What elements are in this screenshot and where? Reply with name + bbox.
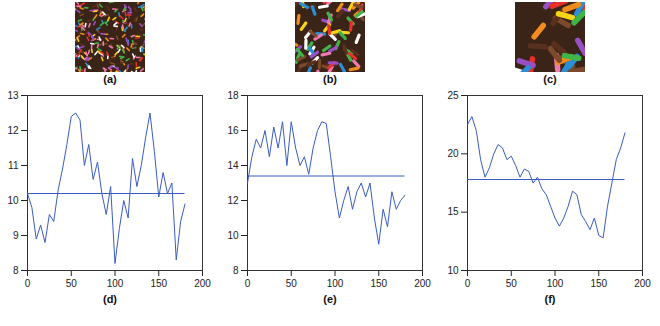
svg-text:100: 100 — [546, 278, 563, 289]
svg-text:9: 9 — [12, 230, 18, 241]
svg-text:50: 50 — [285, 278, 297, 289]
html-text:(b): (b) — [323, 73, 337, 85]
svg-text:150: 150 — [590, 278, 607, 289]
svg-text:50: 50 — [65, 278, 77, 289]
svg-text:12: 12 — [227, 195, 239, 206]
html-text:(c): (c) — [543, 73, 557, 85]
svg-text:0: 0 — [24, 278, 30, 289]
svg-text:11: 11 — [8, 160, 19, 171]
svg-text:200: 200 — [194, 278, 211, 289]
svg-text:100: 100 — [326, 278, 343, 289]
svg-text:25: 25 — [447, 90, 459, 101]
svg-text:150: 150 — [370, 278, 387, 289]
svg-text:10: 10 — [227, 230, 239, 241]
html-text:(d): (d) — [103, 293, 117, 305]
svg-text:0: 0 — [464, 278, 470, 289]
svg-text:14: 14 — [227, 160, 239, 171]
svg-text:8: 8 — [12, 265, 18, 276]
svg-text:150: 150 — [150, 278, 167, 289]
svg-text:15: 15 — [447, 206, 459, 217]
svg-text:10: 10 — [447, 265, 459, 276]
svg-text:100: 100 — [106, 278, 123, 289]
svg-text:200: 200 — [414, 278, 431, 289]
html-text:(f): (f) — [544, 293, 556, 305]
svg-text:12: 12 — [7, 125, 19, 136]
html-text:(e): (e) — [323, 293, 337, 305]
svg-text:200: 200 — [634, 278, 651, 289]
svg-text:20: 20 — [447, 148, 459, 159]
svg-text:13: 13 — [7, 90, 19, 101]
html-text:(a): (a) — [103, 73, 117, 85]
svg-text:0: 0 — [244, 278, 250, 289]
svg-text:10: 10 — [7, 195, 19, 206]
svg-text:50: 50 — [505, 278, 517, 289]
svg-text:18: 18 — [227, 90, 239, 101]
svg-text:8: 8 — [232, 265, 238, 276]
svg-text:16: 16 — [227, 125, 239, 136]
